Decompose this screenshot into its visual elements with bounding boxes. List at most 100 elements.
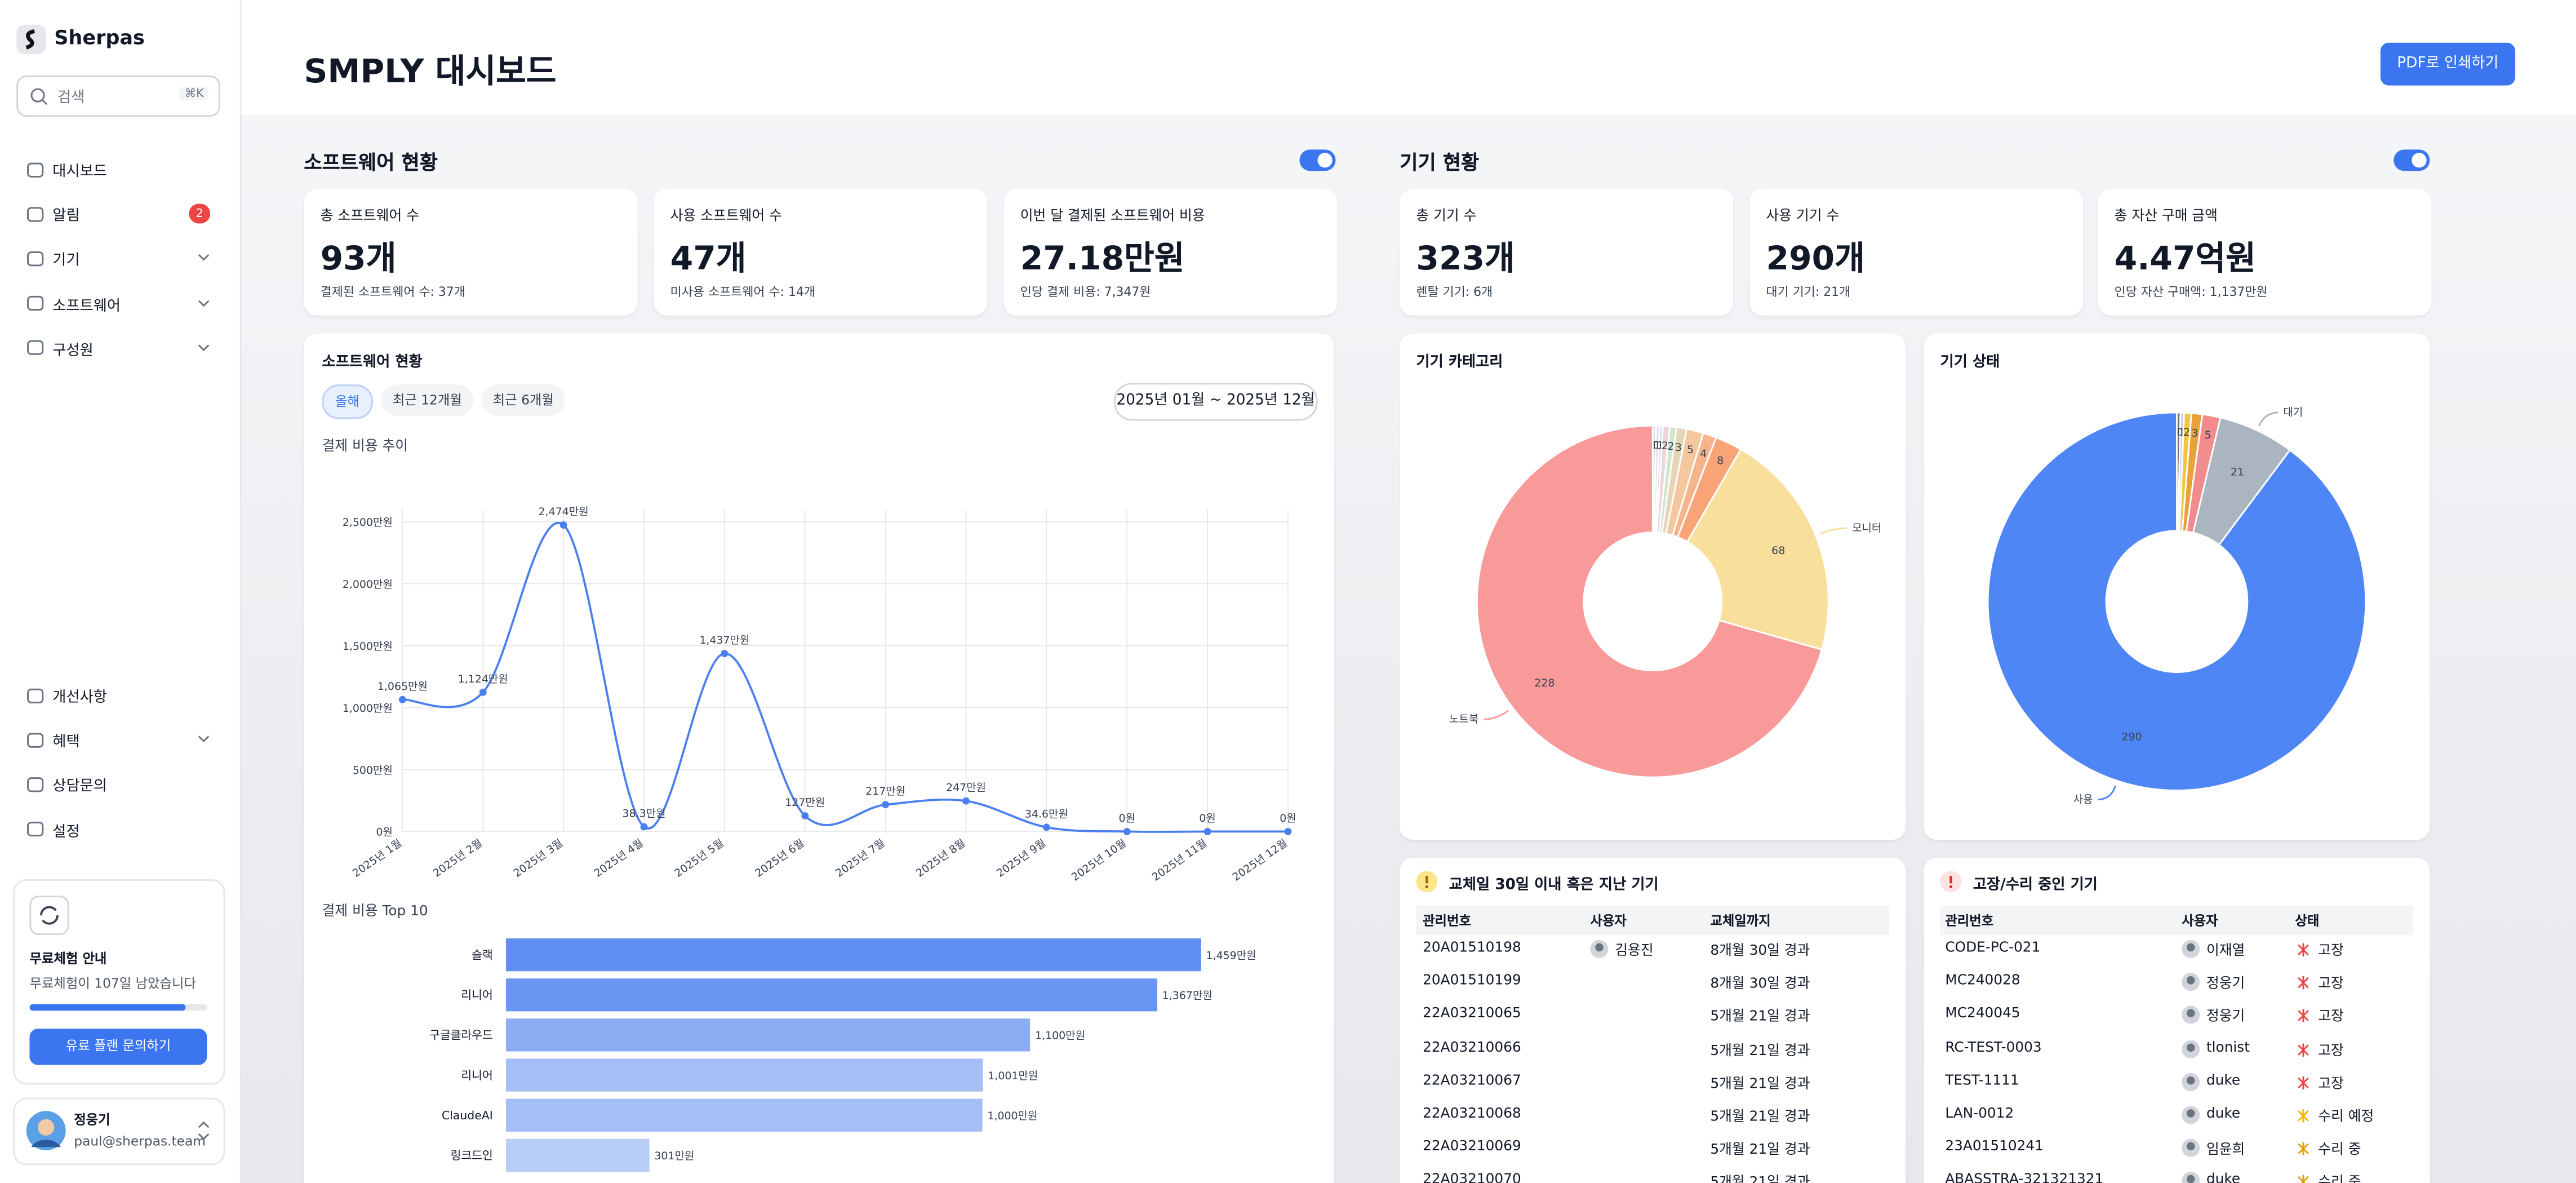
table-cell: 20A01510199	[1423, 973, 1521, 990]
slice-label: 8	[1717, 454, 1724, 467]
nav-icon-shape	[27, 688, 44, 703]
nav-label: 상담문의	[52, 779, 107, 796]
chevron	[198, 299, 210, 307]
table-cell: CODE-PC-021	[1945, 940, 2041, 957]
stat-value: 290개	[1766, 238, 1865, 278]
trial-title: 무료체험 안내	[29, 951, 107, 967]
alert-icon	[1940, 871, 1962, 893]
stat-card: 총 소프트웨어 수 93개 결제된 소프트웨어 수: 37개	[304, 189, 638, 316]
stat-note: 결제된 소프트웨어 수: 37개	[320, 284, 465, 299]
stat-note: 렌탈 기기: 6개	[1416, 284, 1493, 299]
avatar	[2182, 1039, 2200, 1058]
slice-label: 228	[1534, 677, 1555, 689]
table-cell: duke	[2206, 1172, 2241, 1183]
stat-value: 4.47억원	[2114, 238, 2256, 278]
table-cell: 수리 중	[2318, 1142, 2361, 1159]
trial-icon	[29, 896, 69, 936]
value-label: 1,065만원	[377, 680, 428, 693]
tab[interactable]: 최근 6개월	[481, 384, 566, 416]
value-label: 1,459만원	[1206, 949, 1256, 962]
print-button[interactable]: PDF로 인쇄하기	[2380, 42, 2516, 86]
status-icon-shape	[2298, 1009, 2309, 1023]
nav-icon	[27, 296, 44, 311]
date-range[interactable]: 2025년 01월 ~ 2025년 12월	[1113, 383, 1318, 421]
point	[1042, 823, 1050, 831]
value-label: 217만원	[865, 785, 905, 797]
card-title: 교체일 30일 이내 혹은 지난 기기	[1449, 878, 1659, 894]
trial-progress-track	[29, 1004, 207, 1011]
section-title: 소프트웨어 현황	[304, 151, 438, 175]
table-cell: 20A01510198	[1423, 940, 1521, 957]
status-icon	[2298, 1109, 2309, 1123]
nav-icon	[27, 340, 44, 356]
nav-icon-shape	[27, 296, 44, 311]
value-label: 1,367만원	[1162, 990, 1213, 1002]
avatar-face	[2186, 943, 2195, 952]
x-tick-label: 2025년 4월	[592, 837, 645, 880]
status-icon	[2298, 976, 2309, 990]
slice-label: 2	[1668, 440, 1675, 453]
stat-card: 총 자산 구매 금액 4.47억원 인당 자산 구매액: 1,137만원	[2098, 189, 2432, 316]
status-icon	[2298, 1009, 2309, 1023]
user-menu-icon	[198, 1121, 210, 1140]
x-tick-label: 2025년 7월	[833, 837, 887, 880]
tab[interactable]: 최근 12개월	[381, 384, 474, 416]
table-cell: 22A03210070	[1423, 1172, 1521, 1183]
value-label: 38.3만원	[622, 807, 665, 819]
bar-category: 슬랙	[472, 948, 493, 962]
avatar	[2182, 973, 2200, 991]
status-icon-shape	[2298, 1142, 2309, 1156]
status-icon-shape	[2298, 976, 2309, 990]
x-tick-label: 2025년 1월	[350, 837, 404, 880]
bar	[506, 1098, 983, 1132]
chevron	[198, 736, 210, 743]
table-cell: 고장	[2318, 1076, 2344, 1093]
nav-icon-shape	[27, 206, 44, 221]
brand: Sherpas	[54, 26, 145, 50]
leader-line	[2258, 411, 2279, 427]
bar	[506, 938, 1201, 972]
repair-card: 고장/수리 중인 기기 관리번호 사용자 상태 CODE-PC-021 이재열 고장 MC2…	[1924, 858, 2430, 1183]
search-box[interactable]: 검색 ⌘K	[16, 76, 220, 117]
table-cell: LAN-0012	[1945, 1106, 2014, 1123]
avatar-face	[2186, 1109, 2195, 1118]
point	[801, 812, 809, 819]
table-cell: 이재열	[2206, 943, 2245, 960]
table-cell: RC-TEST-0003	[1945, 1039, 2042, 1056]
toggle-knob	[1317, 153, 1333, 168]
table-cell: 수리 중	[2318, 1172, 2361, 1183]
card-title: 고장/수리 중인 기기	[1973, 878, 2098, 894]
trial-button[interactable]: 유료 플랜 문의하기	[29, 1029, 207, 1065]
bar-category: 구글클라우드	[429, 1029, 493, 1042]
status-icon	[2298, 1043, 2309, 1056]
y-tick-label: 1,000만원	[343, 702, 393, 715]
stat-card: 사용 소프트웨어 수 47개 미사용 소프트웨어 수: 14개	[654, 189, 988, 316]
table-cell: 8개월 30일 경과	[1710, 976, 1810, 993]
slice-label: 3	[1675, 441, 1682, 454]
value-label: 0원	[1199, 812, 1215, 825]
leader-line	[2098, 785, 2117, 801]
bar-category: 리니어	[461, 1069, 492, 1082]
status-icon-shape	[2298, 1043, 2309, 1056]
nav-icon-shape	[27, 251, 44, 267]
user-card[interactable]: 정웅기 paul@sherpas.team	[13, 1097, 225, 1166]
value-label: 1,001만원	[988, 1070, 1038, 1082]
avatar	[2182, 1006, 2200, 1025]
status-icon-shape	[2298, 1109, 2309, 1123]
nav-icon-shape	[27, 822, 44, 837]
table-cell: 23A01510241	[1945, 1139, 2044, 1156]
point	[640, 823, 648, 831]
stat-note: 미사용 소프트웨어 수: 14개	[670, 284, 815, 299]
stat-note: 대기 기기: 21개	[1766, 284, 1851, 299]
tab[interactable]: 올해	[322, 384, 373, 419]
point	[559, 521, 567, 529]
table-cell: 22A03210066	[1423, 1039, 1521, 1056]
avatar	[1590, 940, 1609, 958]
value-label: 1,437만원	[699, 634, 749, 646]
chevron-path	[198, 299, 210, 307]
header: SMPLY 대시보드 PDF로 인쇄하기	[241, 0, 2576, 116]
toggle-knob	[2411, 153, 2427, 168]
slice	[1686, 448, 1829, 651]
card-title: 기기 상태	[1940, 355, 2000, 371]
